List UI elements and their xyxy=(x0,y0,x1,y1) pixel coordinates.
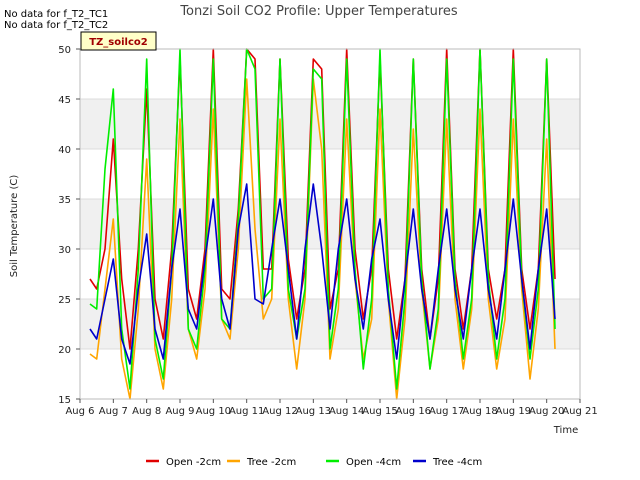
x-tick-label: Aug 15 xyxy=(362,406,397,417)
legend-label: Open -2cm xyxy=(166,457,221,468)
legend: Open -2cm Tree -2cm Open -4cm Tree -4cm xyxy=(146,457,482,468)
y-tick-label: 30 xyxy=(58,245,71,256)
y-tick-label: 35 xyxy=(58,195,71,206)
x-tick-label: Aug 9 xyxy=(165,406,194,417)
band-2 xyxy=(80,99,580,149)
site-badge-label: TZ_soilco2 xyxy=(89,37,148,48)
x-tick-label: Aug 19 xyxy=(496,406,531,417)
x-tick-label: Aug 7 xyxy=(99,406,128,417)
y-axis-ticks: 15 20 25 30 35 40 45 50 xyxy=(58,45,80,406)
y-tick-label: 15 xyxy=(58,395,71,406)
chart-title: Tonzi Soil CO2 Profile: Upper Temperatur… xyxy=(179,4,458,19)
x-tick-label: Aug 11 xyxy=(229,406,264,417)
x-tick-label: Aug 20 xyxy=(529,406,564,417)
legend-label: Tree -2cm xyxy=(246,457,296,468)
legend-label: Open -4cm xyxy=(346,457,401,468)
series-line-2 xyxy=(89,48,556,390)
series-lines xyxy=(89,48,556,400)
x-tick-label: Aug 17 xyxy=(429,406,464,417)
x-axis-label: Time xyxy=(553,425,578,436)
legend-label: Tree -4cm xyxy=(432,457,482,468)
band-1 xyxy=(80,199,580,249)
x-tick-label: Aug 14 xyxy=(329,406,364,417)
y-axis-label: Soil Temperature (C) xyxy=(9,175,20,278)
x-tick-label: Aug 21 xyxy=(562,406,597,417)
y-tick-label: 50 xyxy=(58,45,71,56)
y-tick-label: 20 xyxy=(58,345,71,356)
series-line-1 xyxy=(89,78,556,400)
x-tick-label: Aug 10 xyxy=(196,406,231,417)
y-tick-label: 25 xyxy=(58,295,71,306)
x-tick-label: Aug 8 xyxy=(132,406,161,417)
x-tick-label: Aug 13 xyxy=(296,406,331,417)
x-tick-label: Aug 18 xyxy=(462,406,497,417)
x-tick-label: Aug 12 xyxy=(262,406,297,417)
no-data-note-1: No data for f_T2_TC1 xyxy=(4,9,108,20)
no-data-note-2: No data for f_T2_TC2 xyxy=(4,20,108,31)
x-tick-label: Aug 16 xyxy=(396,406,431,417)
plot-frame xyxy=(79,48,581,400)
series-line-3 xyxy=(89,183,556,365)
y-tick-label: 40 xyxy=(58,145,71,156)
y-tick-label: 45 xyxy=(58,95,71,106)
site-badge: TZ_soilco2 xyxy=(80,31,157,51)
x-tick-label: Aug 6 xyxy=(65,406,94,417)
